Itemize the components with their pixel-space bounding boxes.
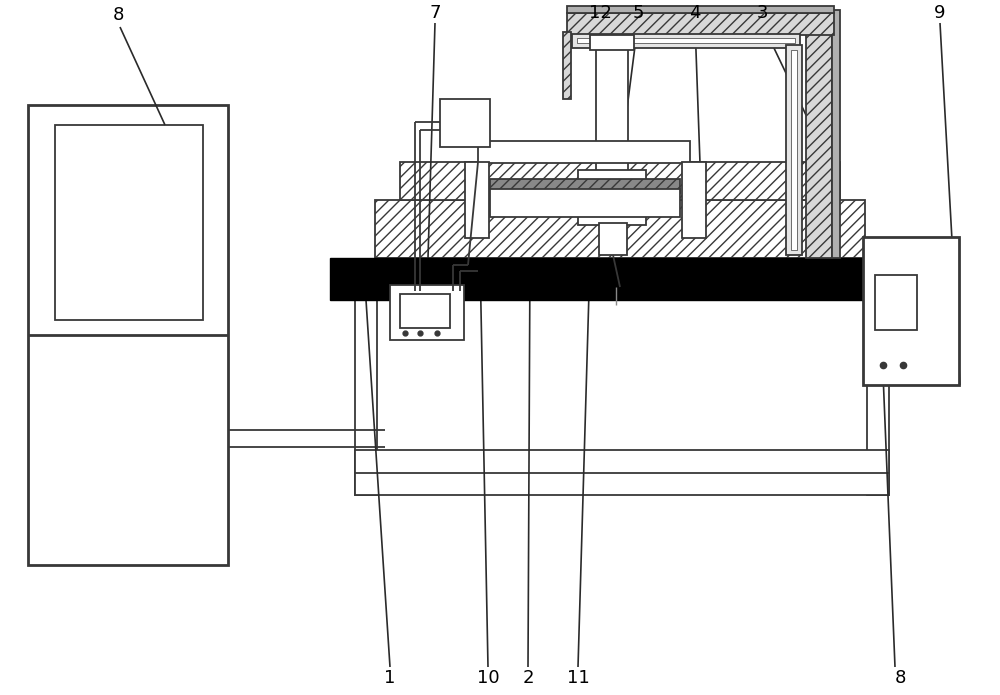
Bar xyxy=(578,170,646,225)
Bar xyxy=(832,10,840,258)
Bar xyxy=(400,294,450,328)
Bar xyxy=(28,105,228,565)
Text: 3: 3 xyxy=(756,4,768,22)
Bar xyxy=(875,275,917,330)
Bar xyxy=(355,298,377,495)
Text: 8: 8 xyxy=(112,6,124,24)
Text: 5: 5 xyxy=(632,4,644,22)
Bar xyxy=(465,162,489,238)
Bar xyxy=(330,258,930,300)
Text: 11: 11 xyxy=(567,669,589,687)
Bar xyxy=(599,223,627,255)
Bar xyxy=(355,473,889,495)
Bar xyxy=(375,200,865,258)
Bar xyxy=(682,162,706,238)
Bar xyxy=(440,99,490,147)
Bar xyxy=(567,6,834,13)
Bar xyxy=(791,50,797,250)
Text: 1: 1 xyxy=(384,669,396,687)
Bar xyxy=(490,179,680,193)
Bar xyxy=(806,10,832,258)
Text: 9: 9 xyxy=(934,4,946,22)
Bar xyxy=(572,34,800,48)
Bar xyxy=(55,125,203,320)
Bar xyxy=(596,45,628,175)
Bar xyxy=(867,298,889,495)
Bar xyxy=(355,450,889,480)
Text: 4: 4 xyxy=(689,4,701,22)
Bar xyxy=(567,13,834,35)
Bar xyxy=(590,35,634,50)
Bar xyxy=(577,38,795,43)
Text: 7: 7 xyxy=(429,4,441,22)
Text: 8: 8 xyxy=(894,669,906,687)
Bar xyxy=(478,141,690,163)
Bar xyxy=(563,32,571,99)
Text: 2: 2 xyxy=(522,669,534,687)
Bar xyxy=(390,285,464,340)
Bar xyxy=(400,162,840,200)
Bar xyxy=(490,189,680,217)
Text: 10: 10 xyxy=(477,669,499,687)
Text: 12: 12 xyxy=(589,4,611,22)
Bar xyxy=(863,237,959,385)
Bar xyxy=(786,45,802,255)
